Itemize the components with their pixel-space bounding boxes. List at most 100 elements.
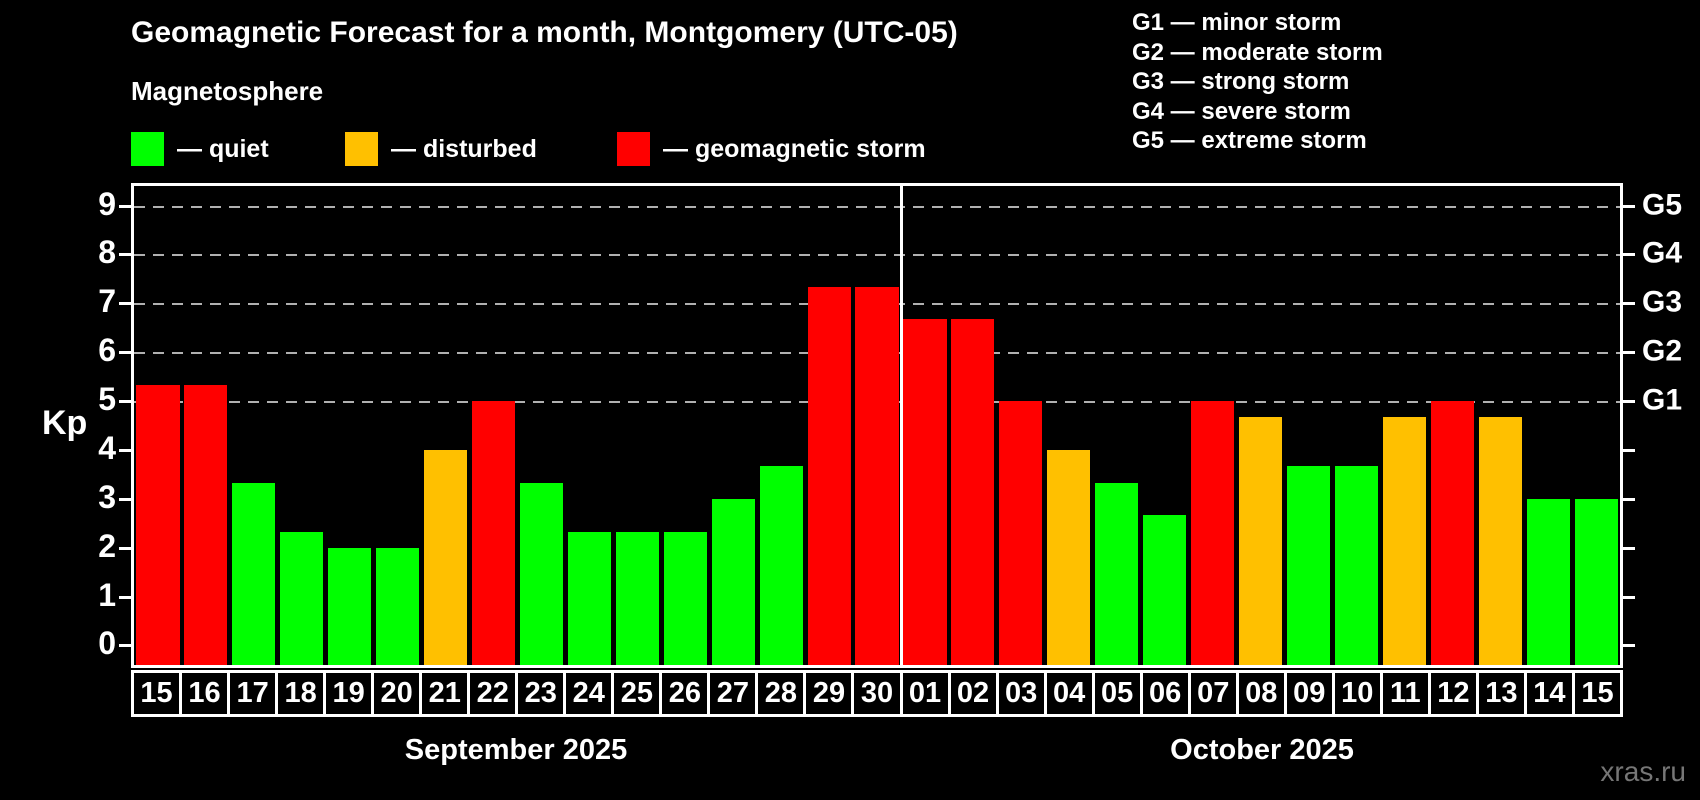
- y-tick-left-9: [119, 204, 131, 208]
- g-scale-label-G2: G2: [1642, 334, 1683, 368]
- kp-bar-02: [951, 319, 995, 665]
- bar-slot: [1428, 186, 1476, 665]
- y-tick-label-3: 3: [98, 478, 116, 515]
- bar-slot: [326, 186, 374, 665]
- kp-bar-16: [184, 384, 228, 665]
- date-cell-12: 12: [1427, 670, 1479, 717]
- bar-slot: [422, 186, 470, 665]
- y-tick-left-8: [119, 253, 131, 257]
- kp-bar-30: [855, 287, 899, 665]
- kp-bar-13: [1478, 417, 1522, 665]
- date-cell-15: 15: [1571, 670, 1623, 717]
- bar-slot: [230, 186, 278, 665]
- date-cell-06: 06: [1139, 670, 1191, 717]
- date-cell-10: 10: [1331, 670, 1383, 717]
- gridline-G4: [134, 254, 1620, 257]
- bar-slot: [565, 186, 613, 665]
- bar-slot: [757, 186, 805, 665]
- kp-bar-21: [424, 449, 468, 665]
- y-tick-label-2: 2: [98, 527, 116, 564]
- bar-slot: [1045, 186, 1093, 665]
- date-cell-19: 19: [323, 670, 375, 717]
- legend-label-quiet: — quiet: [177, 134, 269, 163]
- y-tick-label-6: 6: [98, 332, 116, 369]
- kp-bar-26: [663, 531, 707, 665]
- plot-area: 0 1 2 3 4 5 6 7 8 9 G1 G2 G3 G4 G5: [98, 183, 1682, 668]
- y-tick-left-3: [119, 497, 131, 501]
- date-cell-07: 07: [1187, 670, 1239, 717]
- date-cell-24: 24: [563, 670, 615, 717]
- date-cell-04: 04: [1043, 670, 1095, 717]
- y-tick-label-5: 5: [98, 381, 116, 418]
- watermark: xras.ru: [1600, 756, 1686, 787]
- disturbed-swatch-icon: [345, 132, 378, 166]
- y-tick-label-0: 0: [98, 625, 116, 662]
- kp-bar-03: [999, 401, 1043, 665]
- legend-item-storm: — geomagnetic storm: [617, 132, 926, 166]
- month-label-october-2025: October 2025: [1170, 734, 1354, 766]
- bar-slot: [182, 186, 230, 665]
- date-cell-28: 28: [755, 670, 807, 717]
- date-cell-21: 21: [419, 670, 471, 717]
- bar-slot: [949, 186, 997, 665]
- kp-legend: — quiet — disturbed — geomagnetic storm: [131, 131, 926, 167]
- date-cell-15: 15: [131, 670, 183, 717]
- kp-bar-29: [807, 287, 851, 665]
- kp-bar-04: [1047, 449, 1091, 665]
- kp-bar-14: [1526, 498, 1570, 665]
- bar-slot: [1572, 186, 1620, 665]
- kp-bar-22: [471, 401, 516, 665]
- date-cell-25: 25: [611, 670, 663, 717]
- bar-slot: [518, 186, 566, 665]
- y-tick-left-1: [119, 595, 131, 599]
- storm-scale-line-4: G4 — severe storm: [1132, 97, 1351, 125]
- date-cell-16: 16: [179, 670, 231, 717]
- y-tick-right-8: [1623, 253, 1635, 257]
- kp-bar-08: [1238, 417, 1283, 665]
- legend-label-storm: — geomagnetic storm: [663, 134, 926, 163]
- y-tick-right-0: [1623, 644, 1635, 648]
- y-tick-label-9: 9: [98, 185, 116, 222]
- month-labels-row: September 2025 October 2025: [131, 734, 1623, 767]
- g-scale-label-G1: G1: [1642, 383, 1683, 417]
- kp-bar-25: [615, 531, 659, 665]
- kp-bar-23: [519, 482, 564, 665]
- date-cell-18: 18: [275, 670, 327, 717]
- bar-slot: [470, 186, 518, 665]
- y-tick-right-1: [1623, 595, 1635, 599]
- y-tick-right-5: [1623, 400, 1635, 404]
- bar-slot: [613, 186, 661, 665]
- g-scale-label-G5: G5: [1642, 187, 1683, 221]
- storm-swatch-icon: [617, 132, 650, 166]
- y-tick-left-2: [119, 546, 131, 550]
- date-cell-27: 27: [707, 670, 759, 717]
- chart-subtitle: Magnetosphere: [131, 76, 324, 106]
- date-cell-11: 11: [1379, 670, 1431, 717]
- g-scale-label-G4: G4: [1642, 236, 1683, 270]
- page-title: Geomagnetic Forecast for a month, Montgo…: [131, 16, 958, 49]
- storm-scale-line-2: G2 — moderate storm: [1132, 38, 1383, 66]
- kp-bar-09: [1286, 466, 1331, 665]
- bar-slot: [853, 186, 901, 665]
- legend-item-quiet: — quiet: [131, 132, 345, 166]
- x-axis-date-row: 15 16 17 18 19 20 21 22 23 24 25 26 27 28 29 30 01 02 03 04…: [131, 670, 1623, 717]
- kp-bar-28: [759, 466, 803, 665]
- date-cell-05: 05: [1091, 670, 1143, 717]
- bar-slot: [278, 186, 326, 665]
- storm-scale-legend: G1 — minor storm G2 — moderate storm G3 — …: [1132, 8, 1383, 156]
- date-cell-29: 29: [803, 670, 855, 717]
- date-cell-23: 23: [515, 670, 567, 717]
- bar-slot: [805, 186, 853, 665]
- bar-slot: [374, 186, 422, 665]
- bars-layer: [134, 186, 1620, 665]
- date-cell-20: 20: [371, 670, 423, 717]
- legend-label-disturbed: — disturbed: [391, 134, 537, 163]
- y-tick-left-4: [119, 448, 131, 452]
- date-cell-30: 30: [851, 670, 903, 717]
- bar-slot: [1476, 186, 1524, 665]
- storm-scale-line-5: G5 — extreme storm: [1132, 127, 1367, 154]
- kp-bar-10: [1334, 466, 1378, 665]
- kp-bar-20: [376, 547, 420, 665]
- gridline-G5: [134, 205, 1620, 208]
